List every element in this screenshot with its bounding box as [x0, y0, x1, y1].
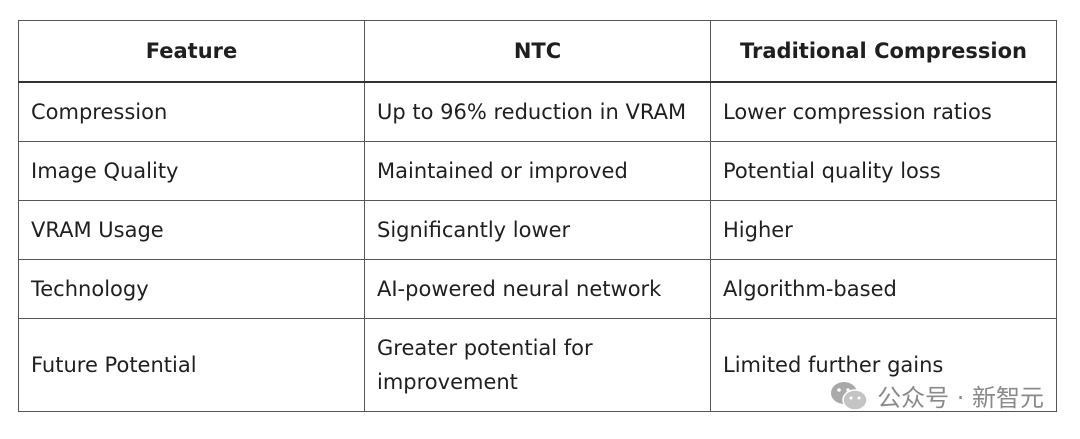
cell-traditional: Lower compression ratios [710, 81, 1057, 142]
cell-feature: VRAM Usage [18, 200, 365, 260]
comparison-table: Feature NTC Traditional Compression Comp… [18, 20, 1057, 412]
cell-traditional: Algorithm-based [710, 259, 1057, 319]
cell-feature: Image Quality [18, 141, 365, 201]
cell-traditional: Limited further gains [710, 318, 1057, 412]
cell-feature: Future Potential [18, 318, 365, 412]
table-row: Compression Up to 96% reduction in VRAM … [18, 81, 1057, 142]
cell-feature: Technology [18, 259, 365, 319]
table-row: VRAM Usage Significantly lower Higher [18, 200, 1057, 260]
header-ntc: NTC [364, 20, 711, 83]
table-header-row: Feature NTC Traditional Compression [18, 20, 1057, 83]
cell-feature: Compression [18, 81, 365, 142]
cell-ntc: Up to 96% reduction in VRAM [364, 81, 711, 142]
cell-ntc: Significantly lower [364, 200, 711, 260]
table-row: Technology AI-powered neural network Alg… [18, 259, 1057, 319]
cell-ntc: AI-powered neural network [364, 259, 711, 319]
table-row: Future Potential Greater potential for i… [18, 318, 1057, 412]
watermark-text: 公众号 · 新智元 [877, 384, 1044, 412]
cell-traditional: Higher [710, 200, 1057, 260]
cell-ntc: Greater potential for improvement [364, 318, 711, 412]
wechat-icon [831, 381, 868, 411]
header-traditional-compression: Traditional Compression [710, 20, 1057, 83]
cell-traditional: Potential quality loss [710, 141, 1057, 201]
table-row: Image Quality Maintained or improved Pot… [18, 141, 1057, 201]
cell-ntc: Maintained or improved [364, 141, 711, 201]
watermark: 公众号 · 新智元 [829, 378, 1044, 413]
header-feature: Feature [18, 20, 365, 83]
